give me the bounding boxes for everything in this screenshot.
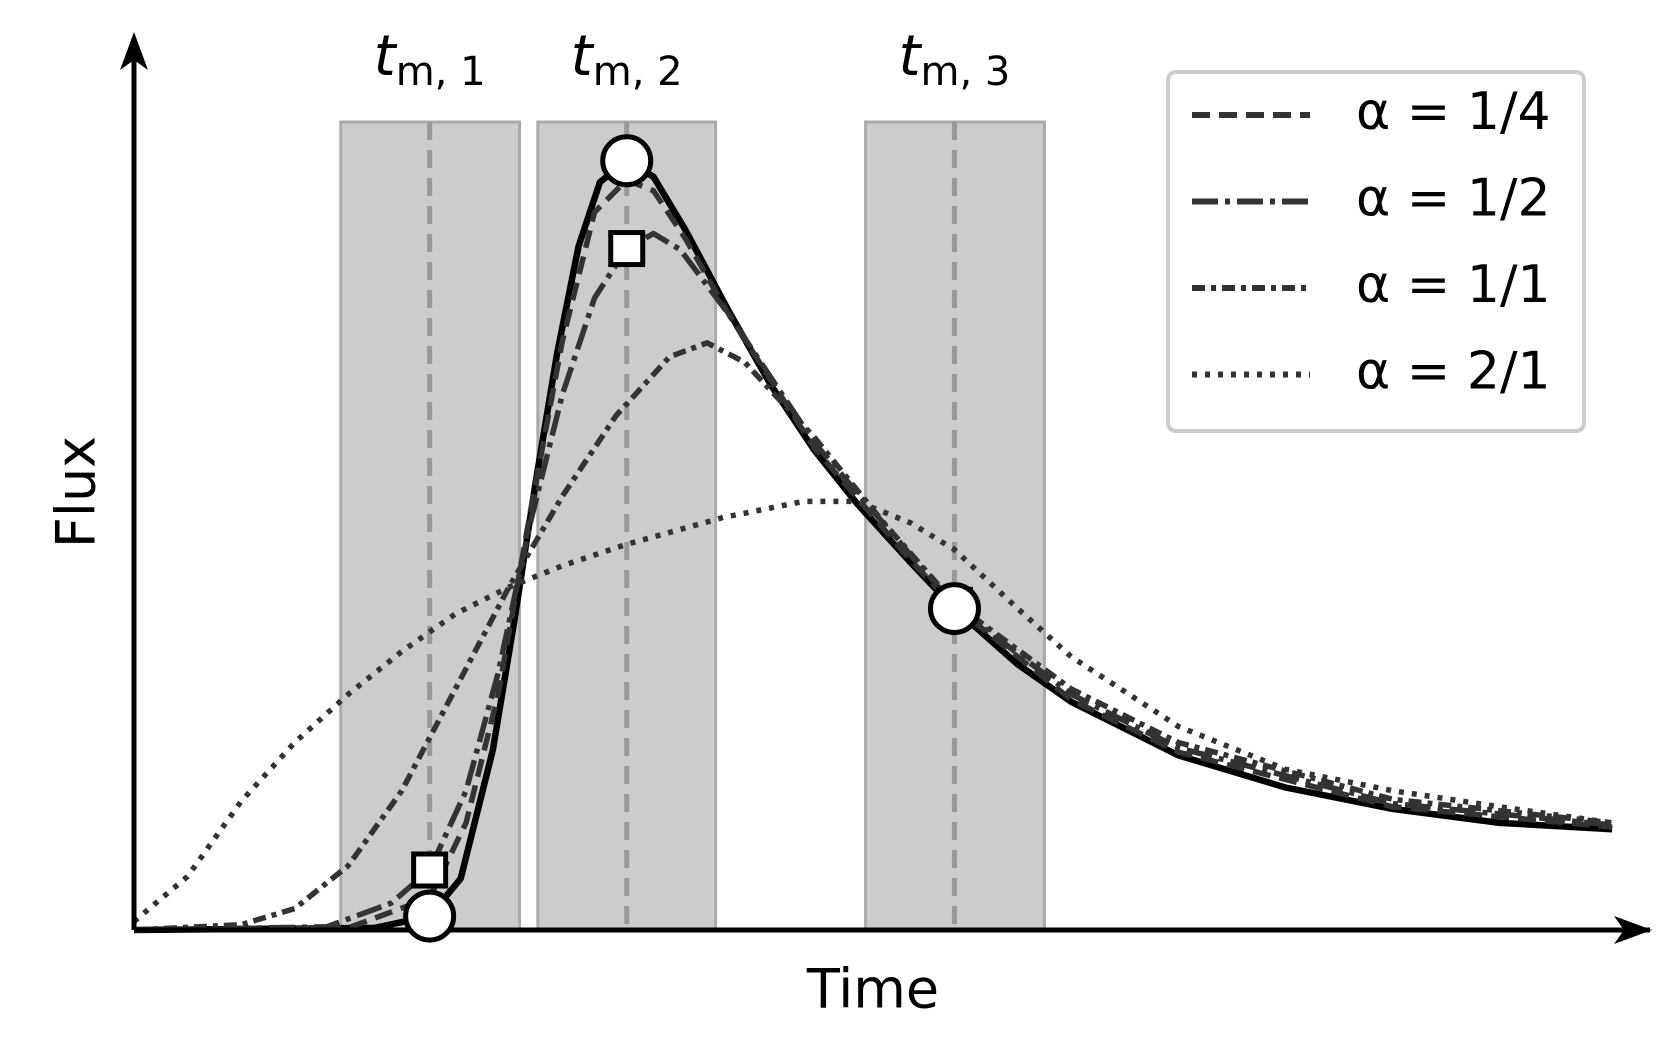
markers (403, 134, 981, 943)
curve (133, 340, 1613, 933)
window-label-sub: m, 1 (396, 49, 486, 95)
circle-marker (403, 889, 457, 943)
window-label-sub: m, 2 (593, 49, 683, 95)
window-label: tm, 1 (374, 24, 486, 95)
window-label-sub: m, 3 (921, 49, 1011, 95)
circle-marker (600, 134, 654, 188)
legend-label: α = 1/1 (1356, 255, 1551, 315)
x-axis-label: Time (806, 958, 939, 1021)
legend-label: α = 2/1 (1356, 342, 1551, 402)
y-axis-arrow (120, 32, 148, 70)
legend-box (1166, 70, 1586, 433)
window-label-base: t (374, 24, 398, 89)
curve (132, 498, 1613, 924)
square-marker (608, 230, 646, 268)
legend-label: α = 1/2 (1356, 169, 1551, 229)
window-label: tm, 2 (571, 24, 683, 95)
window-label: tm, 3 (899, 24, 1011, 95)
legend-label: α = 1/4 (1356, 82, 1551, 142)
window-label-base: t (571, 24, 595, 89)
curve (133, 177, 1613, 933)
square-marker (411, 851, 449, 889)
y-axis-label: Flux (45, 436, 108, 548)
legend: α = 1/4 α = 1/2 α = 1/1 α = 2/1 (1192, 82, 1551, 402)
circle-marker (927, 582, 981, 636)
x-axis-arrow (1614, 916, 1652, 944)
window-label-base: t (899, 24, 923, 89)
